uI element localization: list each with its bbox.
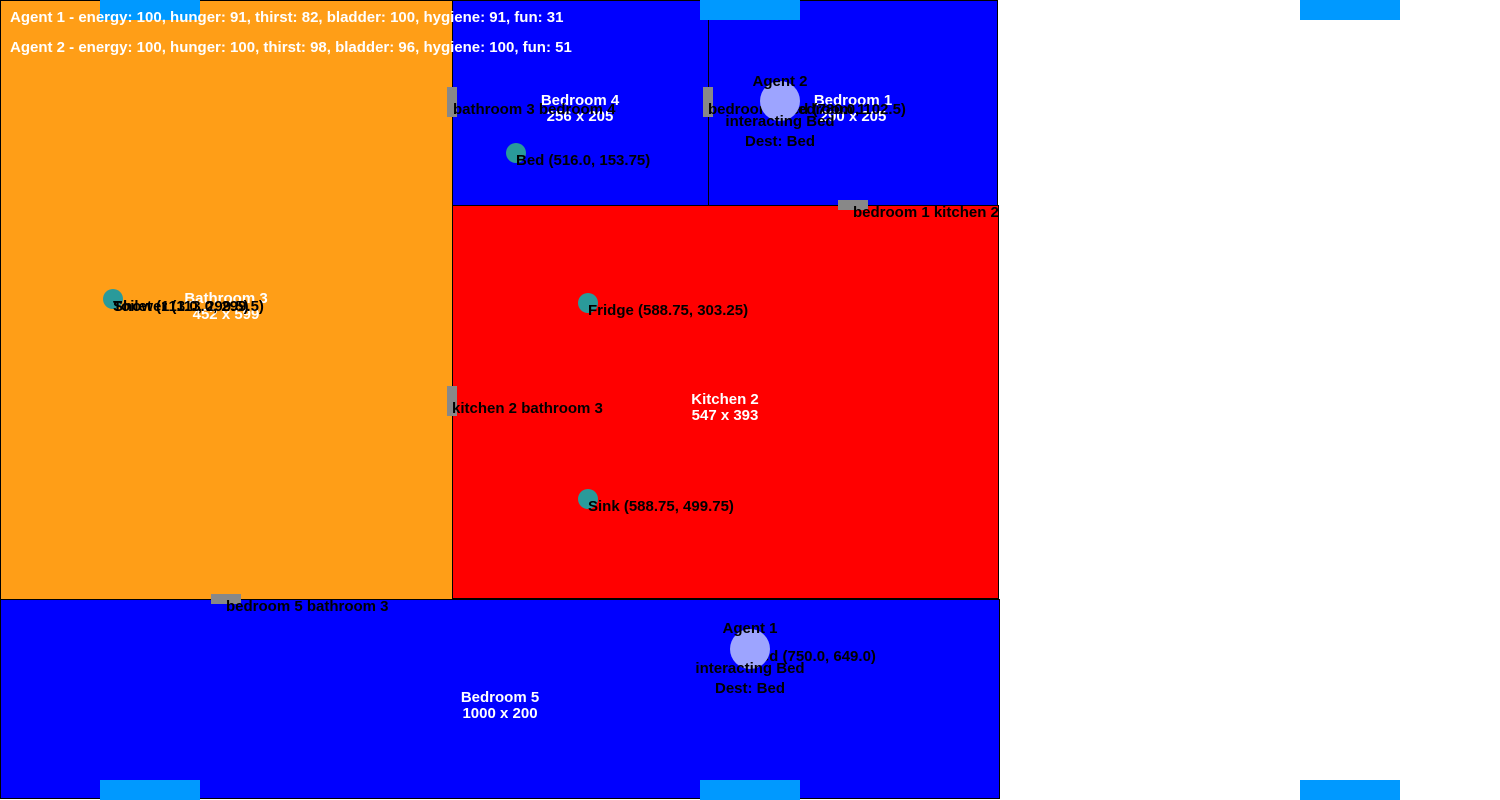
room-size: 547 x 393 bbox=[691, 407, 759, 424]
fridge-label: Fridge (588.75, 303.25) bbox=[588, 302, 749, 319]
room-name: Bedroom 1 bbox=[813, 92, 893, 109]
room-name: Bedroom 5 bbox=[460, 689, 540, 706]
room-kitchen-2 bbox=[452, 205, 999, 599]
room-label-bedroom-4: Bedroom 4 256 x 205 bbox=[541, 93, 619, 125]
room-label-kitchen-2: Kitchen 2 547 x 393 bbox=[691, 392, 759, 424]
door-label: bedroom 1 kitchen 2 bbox=[853, 204, 999, 221]
bed-object-bedroom-4[interactable] bbox=[506, 143, 526, 163]
room-label-bedroom-1: Bedroom 1 290 x 205 bbox=[814, 93, 892, 125]
agent-1-action: interacting Bed bbox=[695, 660, 805, 677]
window-top-2 bbox=[700, 0, 800, 20]
door-bedroom-4-bedroom-1[interactable] bbox=[703, 87, 713, 117]
window-bottom-3 bbox=[1300, 780, 1400, 800]
agent-2-dest: Dest: Bed bbox=[744, 133, 816, 150]
room-bathroom-3 bbox=[0, 0, 453, 600]
door-label: bedroom 5 bathroom 3 bbox=[226, 598, 389, 615]
agent-1-name: Agent 1 bbox=[722, 620, 778, 637]
door-bedroom-5-bathroom-3[interactable] bbox=[211, 594, 241, 604]
door-bedroom-1-kitchen-2[interactable] bbox=[838, 200, 868, 210]
agent-1-dest: Dest: Bed bbox=[714, 680, 786, 697]
room-bedroom-5 bbox=[0, 599, 1000, 799]
bed-label: Bed (780.0, 102.5) bbox=[780, 101, 906, 118]
room-size: 290 x 205 bbox=[819, 108, 887, 125]
agent-2-status: Agent 2 - energy: 100, hunger: 100, thir… bbox=[10, 39, 572, 56]
window-bottom-1 bbox=[100, 780, 200, 800]
window-bottom-2 bbox=[700, 780, 800, 800]
door-label: bathroom 3 bedroom 4 bbox=[453, 101, 616, 118]
sink-object[interactable] bbox=[578, 489, 598, 509]
window-top-3 bbox=[1300, 0, 1400, 20]
room-size: 256 x 205 bbox=[546, 108, 614, 125]
door-bathroom-3-bedroom-4[interactable] bbox=[447, 87, 457, 117]
agent-1-avatar[interactable] bbox=[730, 629, 770, 669]
bed-label: Bed (516.0, 153.75) bbox=[516, 152, 651, 169]
agent-2-action: interacting Bed bbox=[725, 113, 835, 130]
agent-1-status: Agent 1 - energy: 100, hunger: 91, thirs… bbox=[10, 9, 564, 26]
agent-2-name: Agent 2 bbox=[752, 73, 808, 90]
room-bedroom-4 bbox=[452, 0, 709, 206]
room-size: 452 x 599 bbox=[192, 306, 260, 323]
toilet-object[interactable] bbox=[103, 289, 123, 309]
room-size: 1000 x 200 bbox=[462, 705, 538, 722]
room-name: Kitchen 2 bbox=[691, 391, 759, 408]
shower-label: Shower (113.0, 299.5) bbox=[113, 298, 264, 315]
door-kitchen-2-bathroom-3[interactable] bbox=[447, 386, 457, 416]
sink-label: Sink (588.75, 499.75) bbox=[588, 498, 734, 515]
room-name: Bathroom 3 bbox=[184, 290, 268, 307]
window-top-1 bbox=[100, 0, 200, 20]
room-label-bedroom-5: Bedroom 5 1000 x 200 bbox=[461, 690, 539, 722]
toilet-label: Toilet (113.0, 299.5) bbox=[113, 298, 249, 315]
room-name: Bedroom 4 bbox=[540, 92, 620, 109]
room-label-bathroom-3: Bathroom 3 452 x 599 bbox=[184, 291, 267, 323]
door-label: kitchen 2 bathroom 3 bbox=[452, 400, 603, 417]
agent-2-avatar[interactable] bbox=[760, 81, 800, 121]
fridge-object[interactable] bbox=[578, 293, 598, 313]
bed-label: Bed (750.0, 649.0) bbox=[750, 648, 876, 665]
